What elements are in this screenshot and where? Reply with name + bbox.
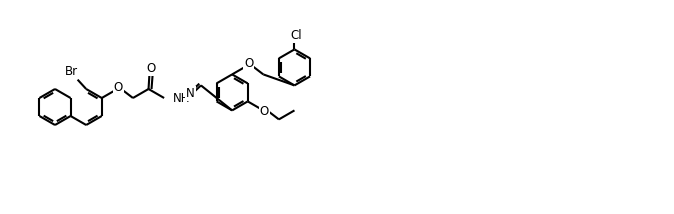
Text: Cl: Cl (290, 29, 303, 42)
Text: O: O (114, 80, 123, 94)
Text: NH: NH (173, 92, 191, 104)
Text: Br: Br (65, 65, 78, 78)
Text: N: N (186, 87, 195, 100)
Text: O: O (259, 105, 269, 118)
Text: O: O (244, 57, 253, 70)
Text: O: O (146, 62, 155, 75)
